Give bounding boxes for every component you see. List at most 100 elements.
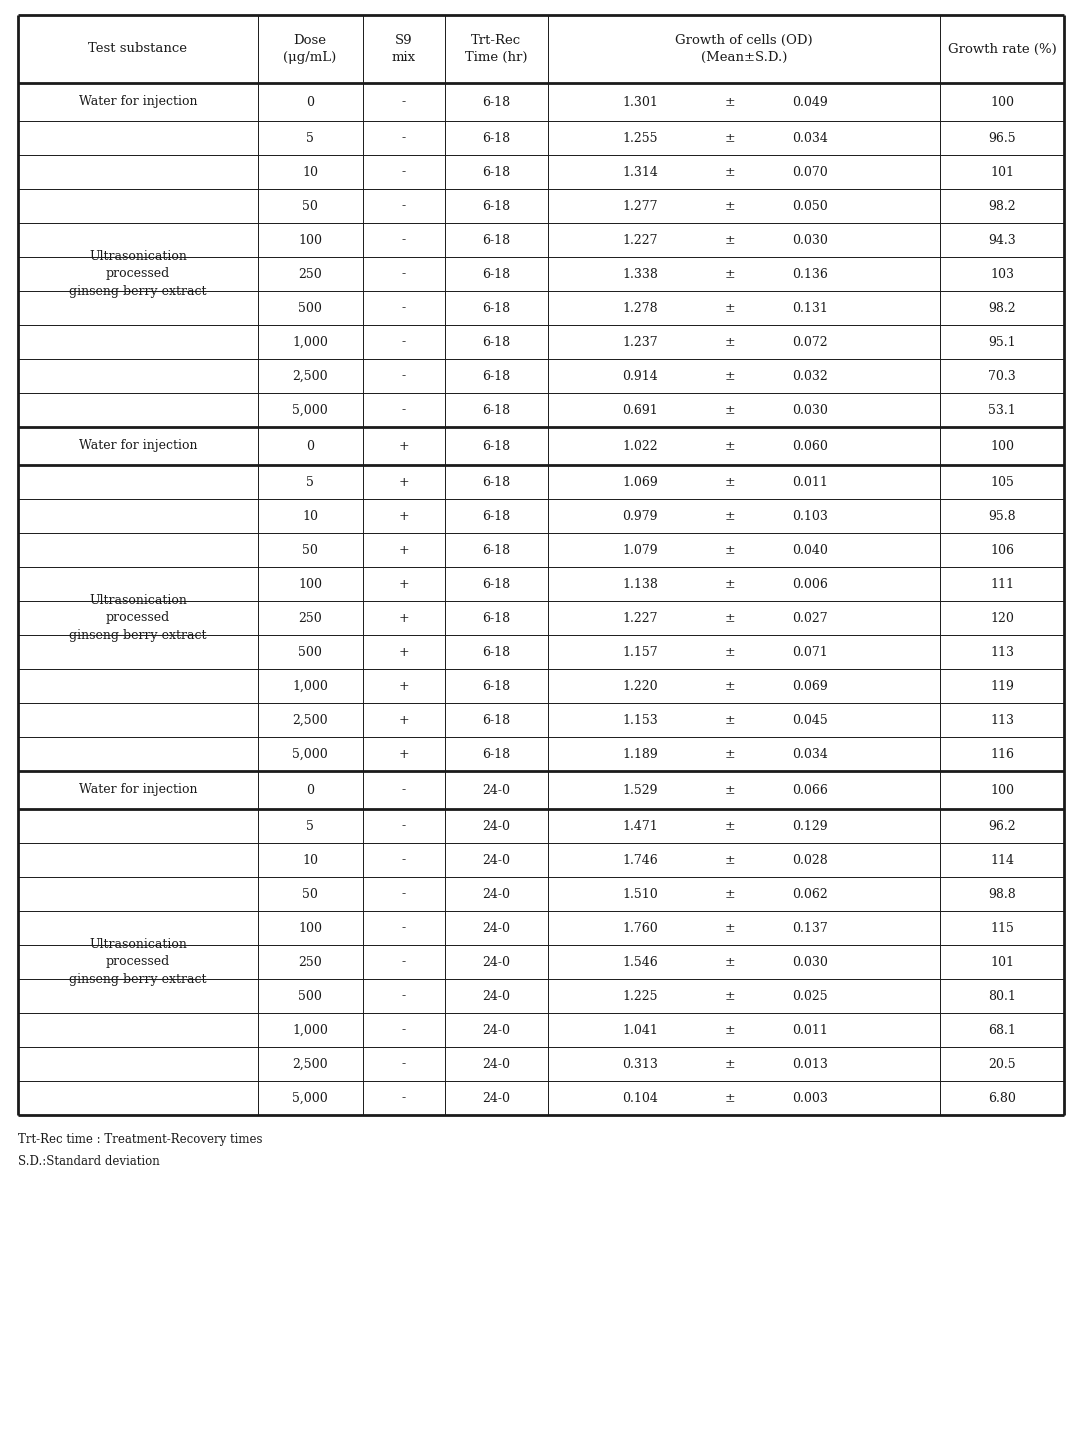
Text: 0.062: 0.062 — [792, 888, 828, 901]
Text: 0.030: 0.030 — [792, 403, 828, 416]
Text: 0.071: 0.071 — [792, 645, 828, 658]
Text: +: + — [398, 577, 409, 590]
Text: ±: ± — [725, 784, 736, 797]
Text: ±: ± — [725, 645, 736, 658]
Text: +: + — [398, 680, 409, 693]
Text: 6-18: 6-18 — [481, 165, 510, 178]
Text: 24-0: 24-0 — [481, 784, 510, 797]
Text: ±: ± — [725, 680, 736, 693]
Text: ±: ± — [725, 165, 736, 178]
Text: 0.072: 0.072 — [792, 335, 828, 348]
Text: 1.189: 1.189 — [622, 748, 658, 761]
Text: ±: ± — [725, 476, 736, 489]
Text: 100: 100 — [990, 95, 1014, 108]
Text: +: + — [398, 645, 409, 658]
Text: S9
mix: S9 mix — [392, 35, 417, 64]
Text: 24-0: 24-0 — [481, 921, 510, 934]
Text: ±: ± — [725, 853, 736, 866]
Text: 1.225: 1.225 — [622, 989, 658, 1002]
Text: 98.8: 98.8 — [988, 888, 1016, 901]
Text: ±: ± — [725, 233, 736, 246]
Text: Trt-Rec
Time (hr): Trt-Rec Time (hr) — [465, 35, 527, 64]
Text: 0.070: 0.070 — [792, 165, 828, 178]
Text: Trt-Rec time : Treatment-Recovery times: Trt-Rec time : Treatment-Recovery times — [18, 1134, 263, 1147]
Text: 10: 10 — [302, 165, 318, 178]
Text: 68.1: 68.1 — [988, 1024, 1016, 1037]
Text: 0.003: 0.003 — [792, 1092, 828, 1105]
Text: 0.045: 0.045 — [792, 713, 828, 726]
Text: ±: ± — [725, 370, 736, 383]
Text: 0.032: 0.032 — [792, 370, 828, 383]
Text: 500: 500 — [298, 989, 322, 1002]
Text: Dose
(μg/mL): Dose (μg/mL) — [283, 35, 337, 64]
Text: -: - — [401, 1092, 406, 1105]
Text: 24-0: 24-0 — [481, 1092, 510, 1105]
Text: 0.034: 0.034 — [792, 132, 828, 145]
Text: ±: ± — [725, 440, 736, 453]
Text: -: - — [401, 1057, 406, 1070]
Text: -: - — [401, 95, 406, 108]
Text: 0.136: 0.136 — [792, 268, 828, 281]
Text: Water for injection: Water for injection — [79, 784, 197, 797]
Text: ±: ± — [725, 302, 736, 314]
Text: Ultrasonication
processed
ginseng berry extract: Ultrasonication processed ginseng berry … — [69, 250, 207, 298]
Text: 1.079: 1.079 — [622, 544, 658, 557]
Text: 0: 0 — [306, 440, 314, 453]
Text: 1.227: 1.227 — [622, 233, 658, 246]
Text: -: - — [401, 200, 406, 213]
Text: 1,000: 1,000 — [292, 335, 328, 348]
Text: 1.220: 1.220 — [622, 680, 658, 693]
Text: 10: 10 — [302, 853, 318, 866]
Text: 0.034: 0.034 — [792, 748, 828, 761]
Text: 24-0: 24-0 — [481, 956, 510, 969]
Text: 120: 120 — [990, 612, 1014, 625]
Text: 6-18: 6-18 — [481, 95, 510, 108]
Text: -: - — [401, 784, 406, 797]
Text: -: - — [401, 335, 406, 348]
Text: 101: 101 — [990, 956, 1014, 969]
Text: ±: ± — [725, 544, 736, 557]
Text: 0.050: 0.050 — [792, 200, 828, 213]
Text: 0.691: 0.691 — [622, 403, 658, 416]
Text: 1.138: 1.138 — [622, 577, 658, 590]
Text: 111: 111 — [990, 577, 1014, 590]
Text: ±: ± — [725, 1057, 736, 1070]
Text: 0.011: 0.011 — [792, 476, 828, 489]
Text: ±: ± — [725, 820, 736, 833]
Text: 1.510: 1.510 — [622, 888, 658, 901]
Text: -: - — [401, 888, 406, 901]
Text: -: - — [401, 302, 406, 314]
Text: 0.066: 0.066 — [792, 784, 828, 797]
Text: 10: 10 — [302, 509, 318, 522]
Text: Ultrasonication
processed
ginseng berry extract: Ultrasonication processed ginseng berry … — [69, 594, 207, 642]
Text: 1.529: 1.529 — [622, 784, 658, 797]
Text: 100: 100 — [298, 921, 322, 934]
Text: 1.277: 1.277 — [622, 200, 658, 213]
Text: 1.157: 1.157 — [622, 645, 658, 658]
Text: 0.013: 0.013 — [792, 1057, 828, 1070]
Text: 250: 250 — [299, 612, 321, 625]
Text: 250: 250 — [299, 268, 321, 281]
Text: 95.1: 95.1 — [988, 335, 1016, 348]
Text: 1.227: 1.227 — [622, 612, 658, 625]
Text: 116: 116 — [990, 748, 1014, 761]
Text: 24-0: 24-0 — [481, 853, 510, 866]
Text: 6-18: 6-18 — [481, 403, 510, 416]
Text: 105: 105 — [990, 476, 1014, 489]
Text: -: - — [401, 853, 406, 866]
Text: ±: ± — [725, 335, 736, 348]
Text: 96.2: 96.2 — [988, 820, 1016, 833]
Text: 6-18: 6-18 — [481, 335, 510, 348]
Text: ±: ± — [725, 509, 736, 522]
Text: 6-18: 6-18 — [481, 680, 510, 693]
Text: 6-18: 6-18 — [481, 577, 510, 590]
Text: 500: 500 — [298, 302, 322, 314]
Text: 113: 113 — [990, 713, 1014, 726]
Text: 0.049: 0.049 — [792, 95, 828, 108]
Text: 5: 5 — [306, 476, 314, 489]
Text: 100: 100 — [990, 784, 1014, 797]
Text: Growth of cells (OD)
(Mean±S.D.): Growth of cells (OD) (Mean±S.D.) — [675, 35, 813, 64]
Text: 0.137: 0.137 — [792, 921, 828, 934]
Text: -: - — [401, 921, 406, 934]
Text: ±: ± — [725, 268, 736, 281]
